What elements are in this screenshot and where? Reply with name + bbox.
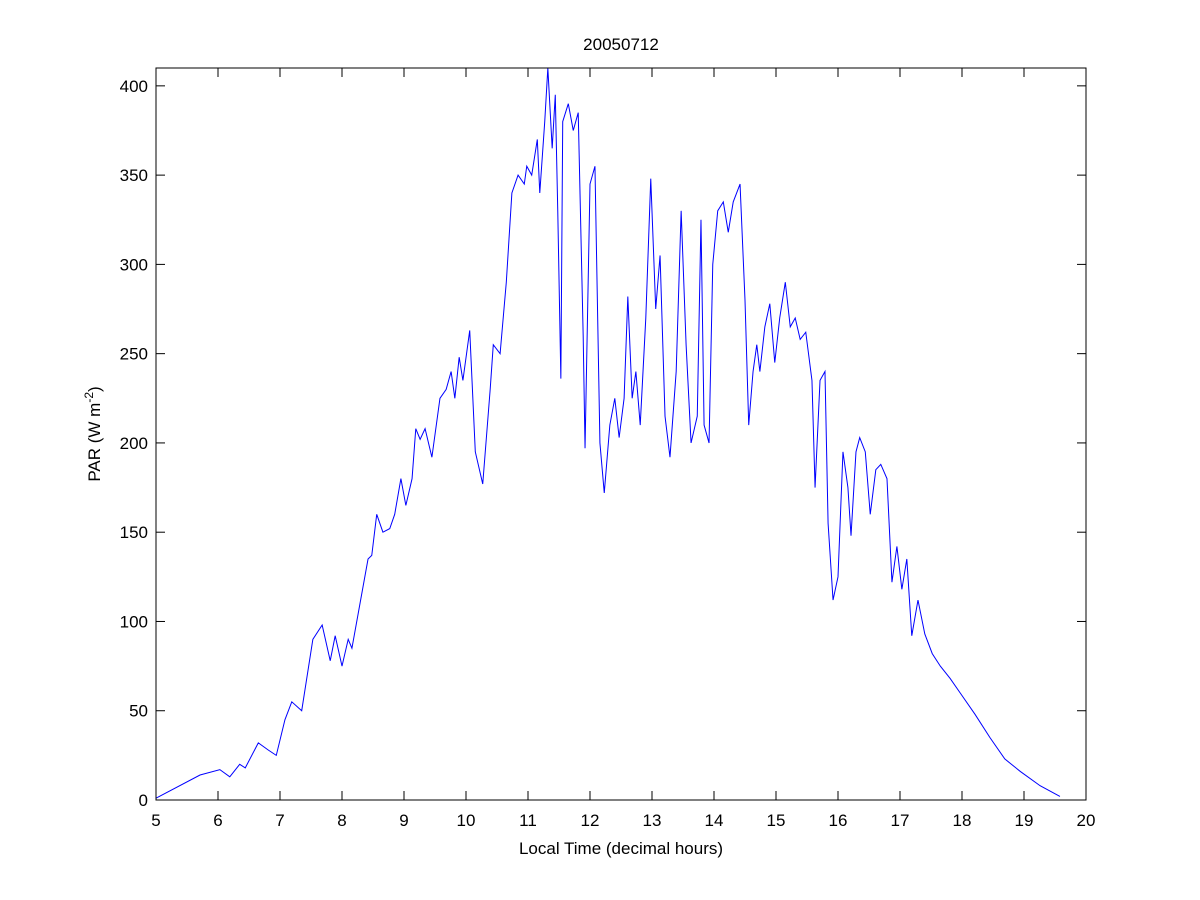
- x-tick-label: 12: [581, 811, 600, 830]
- x-tick-label: 5: [151, 811, 160, 830]
- x-tick-label: 16: [829, 811, 848, 830]
- y-label-text: PAR (W m: [85, 403, 104, 482]
- x-tick-label: 18: [953, 811, 972, 830]
- y-axis-label: PAR (W m-2): [82, 386, 104, 481]
- x-tick-label: 10: [457, 811, 476, 830]
- axes-box: [155, 67, 1087, 801]
- y-tick-label: 150: [120, 523, 148, 542]
- y-tick-label: 100: [120, 612, 148, 631]
- x-tick-label: 11: [519, 811, 537, 830]
- data-line: [155, 67, 1061, 799]
- y-label-suffix: ): [85, 386, 104, 392]
- x-tick-label: 19: [1015, 811, 1034, 830]
- y-label-superscript: -2: [82, 392, 96, 403]
- x-tick-label: 8: [337, 811, 346, 830]
- y-tick-label: 200: [120, 434, 148, 453]
- y-tick-label: 300: [120, 255, 148, 274]
- x-tick-label: 7: [275, 811, 284, 830]
- y-tick-label: 350: [120, 166, 148, 185]
- x-tick-label: 13: [643, 811, 662, 830]
- x-tick-label: 20: [1077, 811, 1096, 830]
- y-tick-label: 50: [129, 702, 148, 721]
- x-tick-label: 17: [891, 811, 910, 830]
- y-tick-label: 0: [139, 791, 148, 810]
- y-tick-label: 400: [120, 77, 148, 96]
- x-tick-label: 14: [705, 811, 724, 830]
- y-tick-label: 250: [120, 345, 148, 364]
- x-axis-label: Local Time (decimal hours): [519, 839, 723, 858]
- x-tick-label: 9: [399, 811, 408, 830]
- x-tick-label: 6: [213, 811, 222, 830]
- chart-title: 20050712: [583, 35, 659, 54]
- x-tick-label: 15: [767, 811, 786, 830]
